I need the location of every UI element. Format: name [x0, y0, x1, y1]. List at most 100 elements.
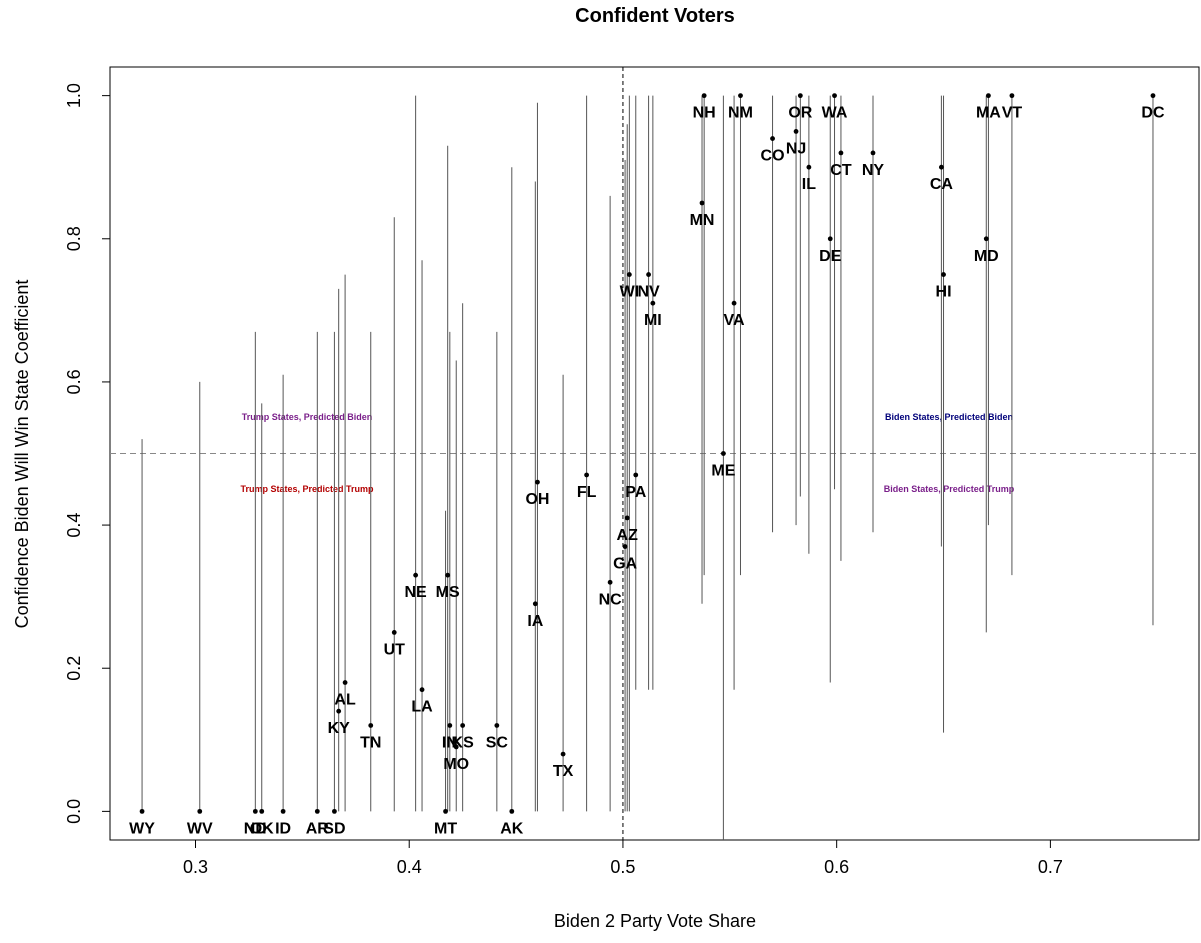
data-point [983, 236, 989, 242]
data-point [646, 272, 651, 277]
state-label: MT [434, 820, 457, 837]
state-label: SC [486, 734, 509, 751]
state-label: VT [1002, 105, 1023, 122]
state-label: HI [936, 284, 952, 301]
data-point [494, 723, 500, 728]
state-label: DE [819, 248, 842, 265]
region-label: Trump States, Predicted Trump [240, 484, 374, 494]
data-point [443, 808, 448, 814]
state-label: TX [553, 763, 574, 780]
x-tick-label: 0.7 [1038, 857, 1063, 877]
state-label: OH [525, 491, 549, 508]
data-point [336, 708, 342, 714]
state-label: CO [761, 148, 785, 165]
x-tick-label: 0.5 [610, 857, 635, 877]
data-point [368, 723, 374, 728]
state-label: TN [360, 734, 381, 751]
data-point [650, 300, 656, 306]
state-label: CT [830, 162, 852, 179]
state-label: NY [862, 162, 885, 179]
data-point [139, 808, 145, 814]
state-label: NH [693, 105, 716, 122]
data-point [938, 164, 944, 170]
data-point [827, 236, 833, 242]
state-label: MA [976, 105, 1001, 122]
state-label: DC [1141, 105, 1165, 122]
state-label: ME [711, 463, 735, 480]
y-tick-label: 0.6 [64, 369, 84, 394]
data-point [806, 164, 812, 170]
data-point [314, 808, 320, 814]
y-tick-label: 1.0 [64, 83, 84, 108]
state-label: AL [334, 692, 356, 709]
state-label: WV [187, 820, 213, 837]
state-label: MS [436, 584, 460, 601]
state-label: IN [442, 734, 458, 751]
state-label: NC [599, 591, 623, 608]
data-point [624, 515, 630, 521]
data-point [453, 744, 459, 750]
x-tick-label: 0.3 [183, 857, 208, 877]
state-label: ND [244, 820, 267, 837]
data-point [838, 150, 844, 156]
data-point [252, 808, 258, 814]
state-label: GA [613, 556, 637, 573]
x-axis-label: Biden 2 Party Vote Share [554, 911, 756, 931]
y-tick-label: 0.4 [64, 513, 84, 538]
state-label: KY [328, 720, 351, 737]
state-label: WA [822, 105, 848, 122]
state-label: MI [644, 312, 662, 329]
data-point [986, 93, 991, 99]
data-point [259, 808, 265, 814]
state-label: IA [527, 613, 543, 630]
data-point [738, 93, 743, 99]
data-point [413, 572, 419, 578]
y-tick-label: 0.0 [64, 799, 84, 824]
data-point [941, 272, 946, 277]
data-point [460, 723, 466, 728]
data-point [560, 751, 566, 757]
state-label: OR [788, 105, 812, 122]
region-label: Biden States, Predicted Trump [884, 484, 1015, 494]
data-point [770, 136, 775, 141]
data-point [445, 572, 451, 578]
data-point [1150, 93, 1156, 99]
data-point [1009, 93, 1015, 99]
data-point [699, 200, 705, 206]
state-label: MN [690, 212, 715, 229]
data-point [532, 601, 538, 607]
state-label: MD [974, 248, 999, 265]
x-tick-label: 0.4 [397, 857, 422, 877]
state-label: MO [443, 756, 469, 773]
data-point [535, 479, 540, 485]
state-label: ID [275, 820, 291, 837]
state-label: WY [129, 820, 155, 837]
plot-area: 0.3 0.4 0.5 0.6 0.7 0.0 0.2 0.4 0.6 0.8 1.0 Trump S… [64, 66, 1200, 877]
y-axis-label: Confidence Biden Will Win State Coeffici… [12, 280, 32, 629]
state-label: VA [724, 312, 745, 329]
data-point [793, 129, 799, 134]
data-point [626, 272, 632, 277]
y-tick-label: 0.2 [64, 656, 84, 681]
data-point [720, 451, 726, 456]
data-point [633, 472, 639, 478]
data-point [197, 808, 203, 814]
data-point [731, 300, 737, 306]
state-label: NE [405, 584, 428, 601]
state-label: WI [620, 284, 640, 301]
state-label: NV [637, 284, 660, 301]
state-label: CA [930, 176, 954, 193]
data-point [332, 808, 337, 814]
data-point [584, 472, 590, 478]
state-label: LA [411, 699, 433, 716]
state-label: AK [500, 820, 524, 837]
state-label: AZ [617, 527, 639, 544]
state-label: SD [323, 820, 345, 837]
data-point [447, 723, 453, 728]
state-label: NM [728, 105, 753, 122]
data-point [342, 680, 348, 685]
data-point [832, 93, 837, 99]
state-label: PA [625, 484, 646, 501]
data-point [391, 630, 397, 635]
